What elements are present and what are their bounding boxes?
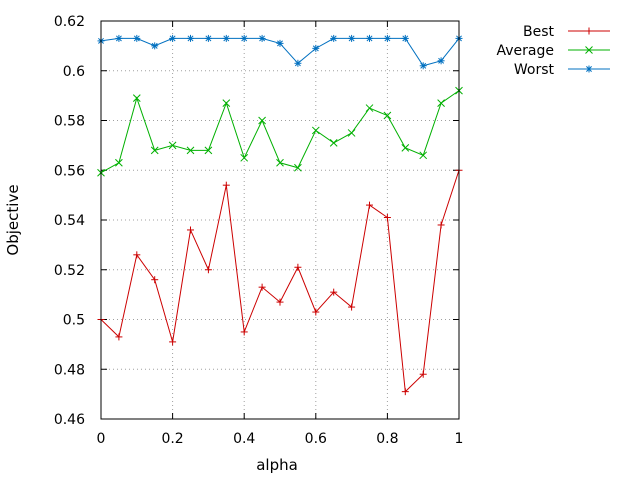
series-worst xyxy=(97,34,463,70)
data-point-average xyxy=(150,146,159,155)
legend-item-worst: Worst xyxy=(514,62,610,78)
series-best xyxy=(97,166,463,396)
legend-item-average: Average xyxy=(497,43,610,59)
data-point-average xyxy=(258,116,266,125)
y-axis-label: Objective xyxy=(4,184,22,255)
data-point-worst xyxy=(348,34,356,42)
data-point-best xyxy=(348,303,356,311)
data-point-best xyxy=(312,308,320,316)
data-point-average xyxy=(437,99,445,107)
x-axis-label: alpha xyxy=(256,456,298,474)
data-point-worst xyxy=(222,34,230,42)
data-point-worst xyxy=(151,42,159,50)
data-point-average xyxy=(222,99,231,107)
x-tick-label: 0.2 xyxy=(161,431,183,447)
legend-label-best: Best xyxy=(523,24,555,40)
x-tick-label: 0.4 xyxy=(233,431,255,447)
data-point-worst xyxy=(133,34,141,42)
data-point-best xyxy=(366,201,373,209)
data-point-worst xyxy=(383,34,391,42)
data-point-best xyxy=(187,226,194,234)
series-group xyxy=(97,34,463,396)
data-point-best xyxy=(240,328,248,336)
legend-marker-average xyxy=(585,46,593,54)
y-tick-label: 0.6 xyxy=(63,64,85,80)
data-point-worst xyxy=(437,57,445,65)
data-point-worst xyxy=(419,62,427,70)
plot-frame xyxy=(100,20,460,420)
x-tick-label: 1 xyxy=(455,431,464,447)
data-point-best xyxy=(115,333,123,341)
y-tick-label: 0.46 xyxy=(54,412,85,428)
data-point-average xyxy=(329,139,338,147)
data-point-worst xyxy=(204,34,212,42)
data-point-worst xyxy=(169,34,177,42)
data-point-best xyxy=(276,298,284,306)
x-tick-labels: 0 0.2 0.4 0.6 0.8 1 xyxy=(97,431,464,447)
x-tick-label: 0 xyxy=(97,431,106,447)
data-point-average xyxy=(365,104,374,112)
data-point-average xyxy=(240,153,249,162)
series-line-average xyxy=(100,90,460,174)
data-point-worst xyxy=(294,59,302,67)
data-point-worst xyxy=(115,34,123,42)
data-point-average xyxy=(204,146,213,155)
legend-marker-best xyxy=(585,27,593,35)
data-point-worst xyxy=(240,34,248,42)
y-tick-label: 0.54 xyxy=(54,213,85,229)
y-tick-label: 0.58 xyxy=(54,114,85,130)
data-point-best xyxy=(419,370,427,378)
legend-label-average: Average xyxy=(497,43,555,59)
data-point-average xyxy=(401,144,410,152)
data-point-average xyxy=(347,129,356,137)
data-point-best xyxy=(383,214,391,222)
y-tick-label: 0.56 xyxy=(54,163,85,179)
data-point-worst xyxy=(401,34,409,42)
data-point-best xyxy=(330,288,338,296)
data-point-worst xyxy=(330,34,338,42)
data-point-average xyxy=(186,146,195,155)
x-tick-label: 0.8 xyxy=(376,431,398,447)
y-tick-label: 0.62 xyxy=(54,14,85,30)
y-tick-label: 0.48 xyxy=(54,362,85,378)
data-point-average xyxy=(383,111,392,120)
data-point-average xyxy=(419,151,428,160)
data-point-worst xyxy=(258,34,266,42)
legend-item-best: Best xyxy=(523,24,610,40)
data-point-average xyxy=(276,158,284,167)
data-point-worst xyxy=(276,39,284,47)
data-point-best xyxy=(258,283,266,291)
data-point-best xyxy=(151,276,159,284)
legend-label-worst: Worst xyxy=(514,62,555,78)
grid xyxy=(100,20,460,420)
data-point-average xyxy=(115,158,123,167)
data-point-best xyxy=(204,266,212,274)
y-tick-label: 0.52 xyxy=(54,263,85,279)
x-tick-label: 0.6 xyxy=(305,431,327,447)
data-point-average xyxy=(311,126,320,135)
series-average xyxy=(97,86,463,177)
legend-marker-worst xyxy=(585,65,593,73)
data-point-best xyxy=(294,263,302,271)
legend: Best Average Worst xyxy=(497,24,610,78)
data-point-average xyxy=(294,163,302,172)
data-point-best xyxy=(133,251,141,259)
data-point-worst xyxy=(187,34,194,42)
data-point-best xyxy=(169,338,177,346)
data-point-average xyxy=(168,141,177,150)
data-point-worst xyxy=(312,44,320,52)
data-point-best xyxy=(222,181,230,189)
data-point-worst xyxy=(366,34,373,42)
data-point-best xyxy=(437,221,445,229)
data-point-average xyxy=(132,94,141,102)
data-point-best xyxy=(401,388,409,396)
y-tick-labels: 0.46 0.48 0.5 0.52 0.54 0.56 0.58 0.6 0.62 xyxy=(54,14,85,428)
y-tick-label: 0.5 xyxy=(63,313,85,329)
